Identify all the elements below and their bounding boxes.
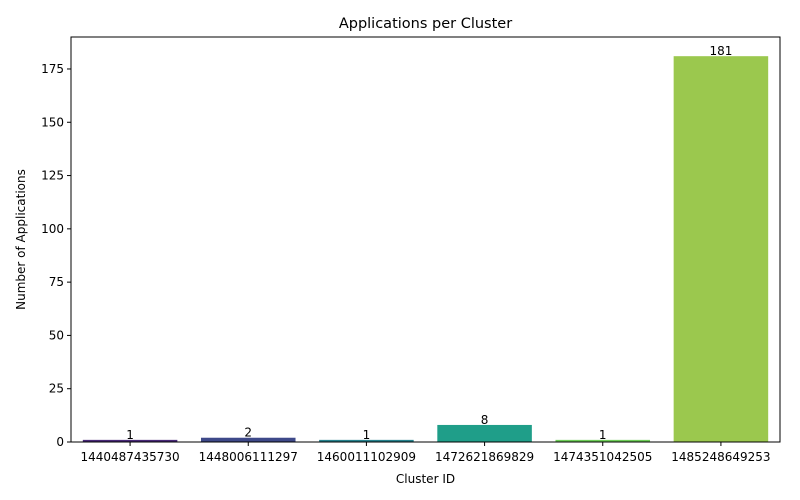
plot-frame — [70, 36, 781, 443]
chart-title: Applications per Cluster — [339, 16, 512, 32]
y-axis: 0 25 50 75 100 125 150 175 — [41, 62, 71, 449]
x-axis: 1440487435730 1448006111297 1460011102909 1… — [80, 442, 771, 464]
bar-value-label: 8 — [481, 413, 489, 427]
x-tick-label: 1460011102909 — [317, 450, 416, 464]
x-tick-label: 1440487435730 — [80, 450, 179, 464]
bar-1485248649253 — [673, 56, 769, 443]
bar-value-label: 1 — [126, 428, 134, 442]
bar-1440487435730 — [82, 439, 178, 442]
bar-1474351042505 — [555, 439, 651, 442]
x-tick-label: 1448006111297 — [199, 450, 298, 464]
x-tick-label: 1474351042505 — [553, 450, 652, 464]
bar-1460011102909 — [319, 439, 414, 442]
bar-value-label: 181 — [709, 44, 732, 58]
x-axis-title: Cluster ID — [396, 472, 455, 486]
y-tick-label: 150 — [41, 115, 64, 129]
bar-1472621869829 — [437, 424, 532, 442]
y-tick-label: 125 — [41, 169, 64, 183]
x-tick-label: 1485248649253 — [671, 450, 770, 464]
x-tick-label: 1472621869829 — [435, 450, 534, 464]
y-tick-label: 175 — [41, 62, 64, 76]
bar-value-label: 1 — [363, 428, 371, 442]
y-tick-label: 100 — [41, 222, 64, 236]
y-tick-label: 25 — [49, 382, 64, 396]
y-tick-label: 75 — [49, 275, 64, 289]
y-tick-label: 0 — [56, 435, 64, 449]
bar-1448006111297 — [200, 437, 296, 442]
y-axis-title: Number of Applications — [14, 169, 28, 310]
y-tick-label: 50 — [49, 328, 64, 342]
bar-value-label: 2 — [244, 426, 252, 440]
bar-value-label: 1 — [599, 428, 607, 442]
